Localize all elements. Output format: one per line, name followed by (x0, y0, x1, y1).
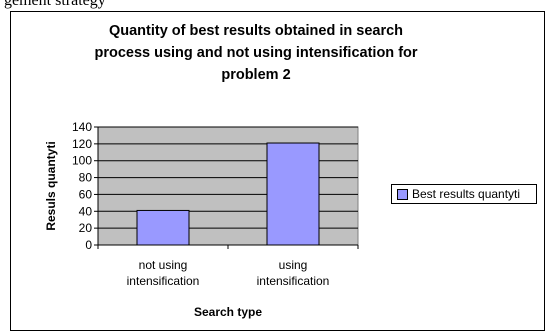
bar (266, 142, 320, 246)
x-axis-title: Search type (194, 305, 262, 319)
chart-area: Quantity of best results obtained in sea… (10, 11, 545, 331)
legend: Best results quantyti (391, 184, 537, 204)
y-tick-label: 100 (72, 154, 92, 168)
x-tick-label: intensification (257, 274, 330, 288)
chart-title: Quantity of best results obtained in sea… (86, 20, 426, 86)
bar-chart: 0 20 40 60 80 100 120 140 not using intensificati… (44, 120, 359, 319)
x-tick-label: using (279, 258, 308, 272)
y-tick-label: 60 (79, 187, 93, 201)
y-tick-label: 0 (85, 238, 92, 252)
y-tick-label: 140 (72, 120, 92, 134)
chart-title-line: process using and not using intensificat… (94, 45, 418, 61)
legend-label: Best results quantyti (412, 187, 521, 201)
x-tick-label: intensification (127, 274, 200, 288)
chart-title-line: Quantity of best results obtained in sea… (108, 23, 404, 39)
legend-swatch (397, 188, 408, 200)
y-tick-label: 40 (79, 204, 93, 218)
x-tick-label: not using (139, 258, 188, 272)
chart-title-line: problem 2 (221, 67, 291, 83)
clipped-heading-text: gement strategy (4, 0, 106, 9)
y-tick-label: 80 (79, 171, 93, 185)
bar (136, 209, 190, 246)
y-tick-label: 20 (79, 221, 93, 235)
y-tick-label: 120 (72, 137, 92, 151)
y-axis-title: Resuls quantyti (44, 141, 58, 230)
